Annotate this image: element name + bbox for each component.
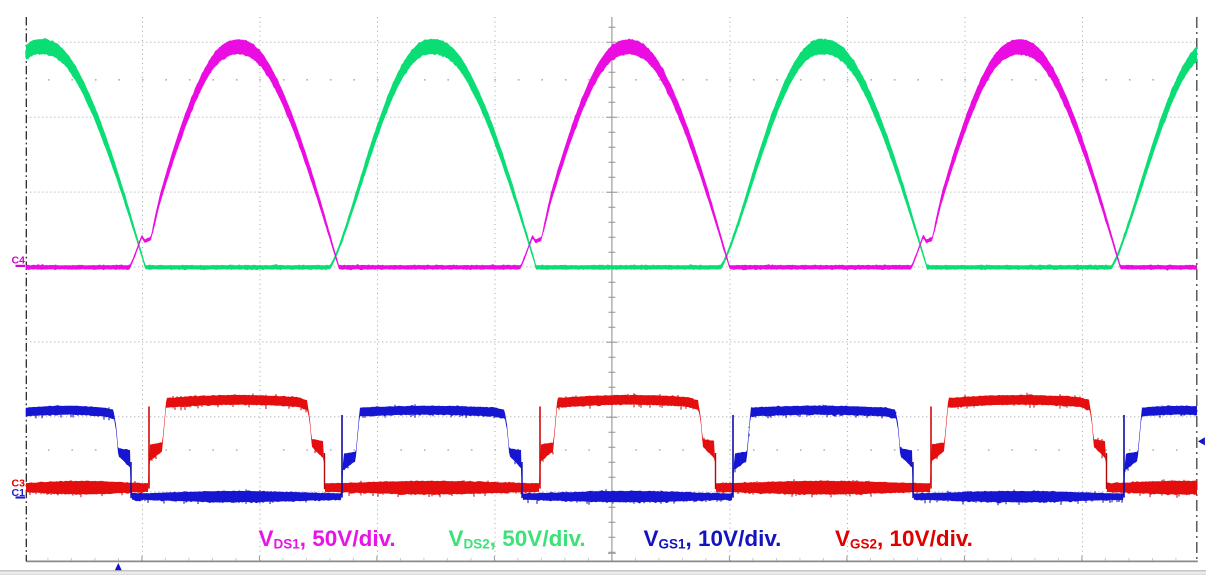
svg-text:C4: C4: [12, 255, 26, 267]
svg-text:VGS1, 10V/div.: VGS1, 10V/div.: [644, 526, 782, 552]
svg-text:VGS2, 10V/div.: VGS2, 10V/div.: [835, 526, 973, 552]
svg-text:C1: C1: [12, 487, 26, 499]
svg-text:C3: C3: [12, 478, 26, 490]
